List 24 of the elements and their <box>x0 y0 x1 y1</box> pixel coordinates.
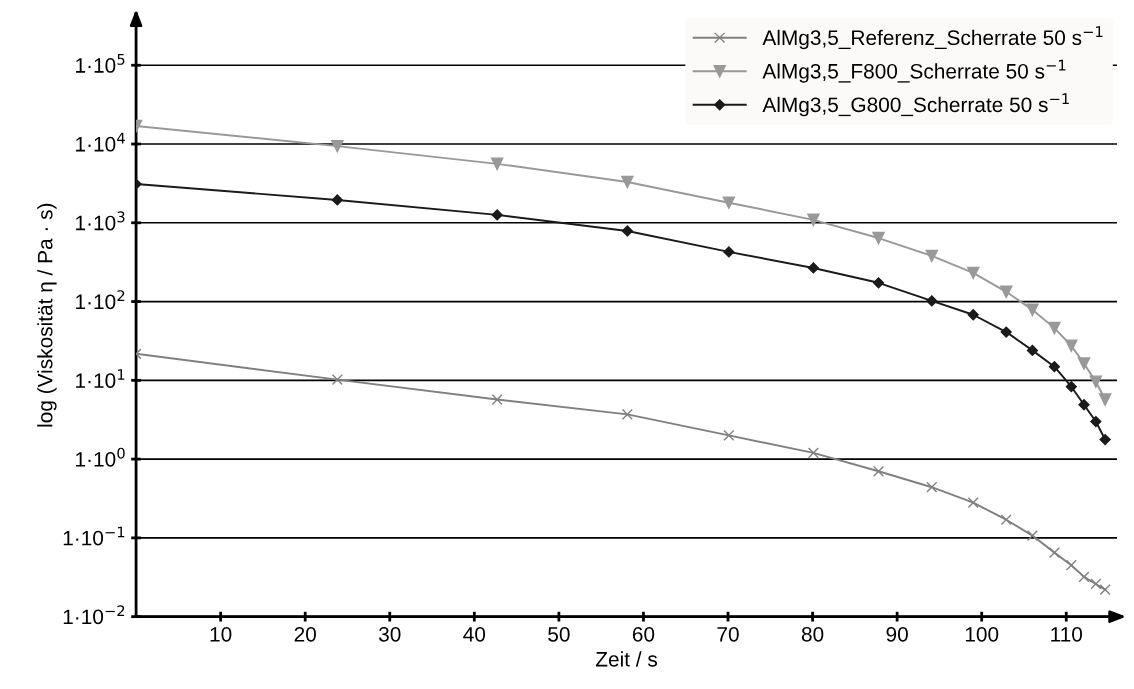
x-tick-label: 80 <box>801 626 824 642</box>
y-tick-label: 1·10$^{0}$ <box>76 447 125 467</box>
x-tick-label: 70 <box>717 626 739 642</box>
legend-label: AlMg3,5_Referenz_Scherrate 50 s$^{−1}$ <box>762 26 1103 50</box>
x-tick-label: 100 <box>965 626 999 642</box>
x-tick-label: 10 <box>210 626 232 642</box>
legend-label: AlMg3,5_F800_Scherrate 50 s$^{−1}$ <box>762 59 1066 83</box>
y-tick-label: 1·10$^{2}$ <box>76 290 125 310</box>
y-tick-label: 1·10$^{1}$ <box>76 369 125 388</box>
legend-label: AlMg3,5_G800_Scherrate 50 s$^{−1}$ <box>762 93 1069 117</box>
x-tick-label: 90 <box>886 626 908 642</box>
x-axis-title: Zeit / s <box>595 651 658 667</box>
x-tick-label: 50 <box>548 626 570 642</box>
x-tick-label: 20 <box>294 626 316 642</box>
x-tick-label: 40 <box>463 626 486 642</box>
y-tick-label: 1·10$^{3}$ <box>76 211 125 231</box>
y-tick-label: 1·10$^{−1}$ <box>63 526 125 546</box>
x-tick-label: 60 <box>632 626 655 642</box>
y-tick-label: 1·10$^{5}$ <box>76 54 125 73</box>
x-tick-label: 30 <box>378 626 401 642</box>
y-tick-label: 1·10$^{4}$ <box>76 132 125 152</box>
y-axis-title: log (Viskosität η / Pa · s) <box>37 203 57 427</box>
x-tick-label: 110 <box>1051 626 1083 642</box>
y-tick-label: 1·10$^{−2}$ <box>63 605 125 625</box>
